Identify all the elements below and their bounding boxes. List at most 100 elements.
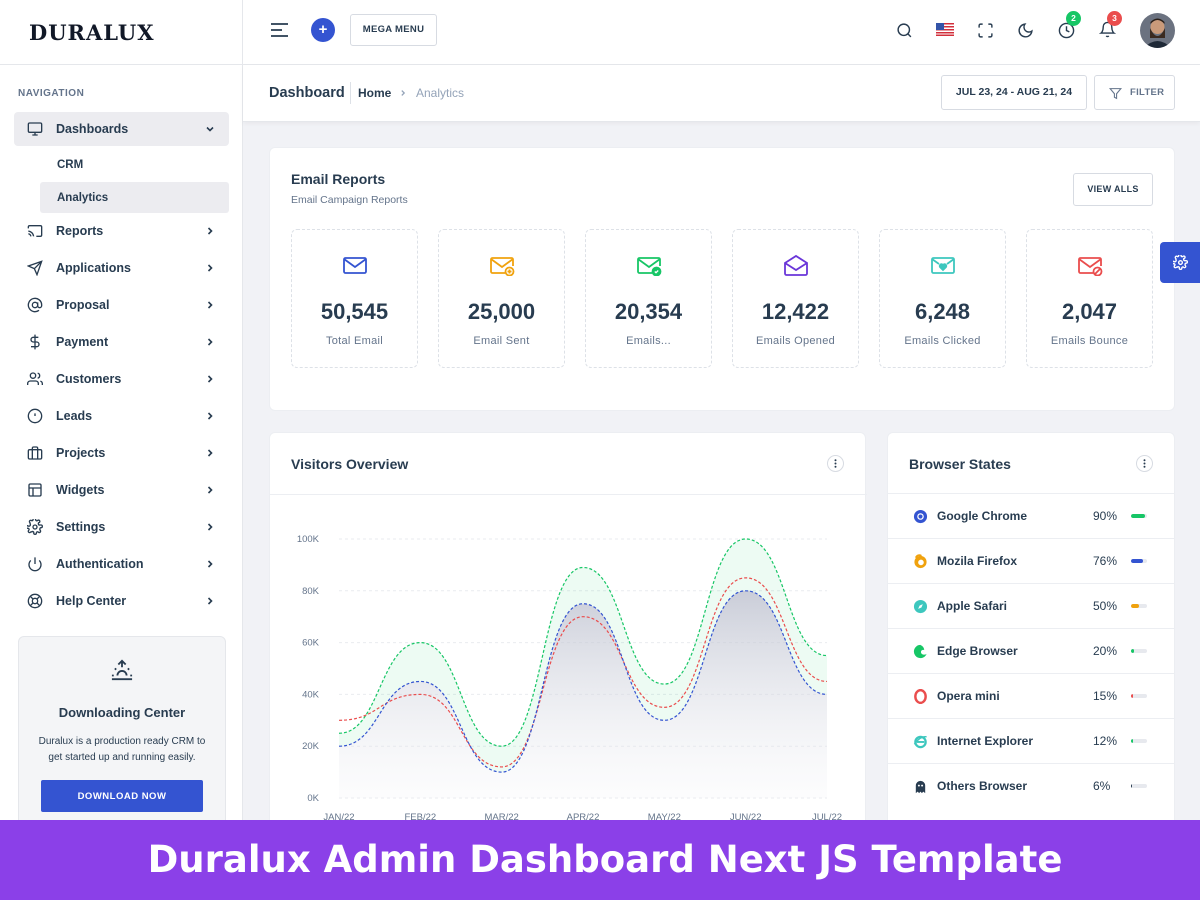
browser-more-button[interactable] (1136, 455, 1153, 472)
view-all-button[interactable]: VIEW ALLS (1073, 173, 1153, 206)
chart-y-tick: 0K (307, 793, 319, 804)
sidebar-item-label: Leads (56, 409, 92, 423)
sidebar-item-widgets[interactable]: Widgets (14, 473, 229, 507)
chevron-right-icon (205, 337, 215, 347)
browser-name: Edge Browser (937, 644, 1018, 658)
sidebar-item-help-center[interactable]: Help Center (14, 584, 229, 618)
chevron-right-icon (205, 485, 215, 495)
menu-toggle-icon[interactable] (270, 22, 289, 38)
chevron-right-icon (205, 522, 215, 532)
title-divider (350, 82, 351, 104)
visitors-overview-title: Visitors Overview (291, 456, 408, 472)
sidebar-item-customers[interactable]: Customers (14, 362, 229, 396)
theme-customizer-toggle[interactable] (1160, 242, 1200, 283)
sidebar-item-label: Proposal (56, 298, 110, 312)
sidebar-item-authentication[interactable]: Authentication (14, 547, 229, 581)
promo-banner-title: Duralux Admin Dashboard Next JS Template (0, 820, 1200, 900)
safari-icon (913, 599, 928, 614)
breadcrumb-home[interactable]: Home (358, 86, 391, 100)
browser-row-opera: Opera mini 15% (887, 673, 1175, 718)
sidebar-item-leads[interactable]: Leads (14, 399, 229, 433)
mega-menu-button[interactable]: MEGA MENU (350, 14, 437, 46)
chart-x-tick: APR/22 (567, 812, 600, 820)
stat-value: 2,047 (1027, 299, 1152, 325)
filter-button[interactable]: FILTER (1094, 75, 1175, 110)
chart-y-tick: 60K (302, 638, 320, 649)
chart-y-tick: 100K (297, 534, 320, 545)
visitors-more-button[interactable] (827, 455, 844, 472)
sunrise-icon (111, 659, 133, 681)
search-icon[interactable] (896, 22, 913, 39)
sidebar-item-payment[interactable]: Payment (14, 325, 229, 359)
chart-area-fill (339, 591, 827, 798)
fullscreen-icon[interactable] (977, 22, 994, 39)
browser-row-ie: Internet Explorer 12% (887, 718, 1175, 763)
edge-icon (913, 644, 928, 659)
chart-x-tick: JUL/22 (812, 812, 842, 820)
more-vertical-icon (1143, 459, 1146, 468)
page-title: Dashboard (269, 85, 345, 101)
users-icon (27, 371, 43, 387)
date-range-picker[interactable]: JUL 23, 24 - AUG 21, 24 (941, 75, 1087, 110)
breadcrumb-current: Analytics (416, 86, 464, 100)
browser-row-firefox: Mozila Firefox 76% (887, 538, 1175, 583)
card-divider (270, 494, 867, 495)
sidebar-subitem-analytics[interactable]: Analytics (40, 182, 229, 213)
at-sign-icon (27, 297, 43, 313)
avatar[interactable] (1140, 13, 1175, 48)
filter-icon (1109, 87, 1122, 100)
sidebar-item-label: Widgets (56, 483, 105, 497)
monitor-icon (27, 121, 43, 137)
send-icon (27, 260, 43, 276)
visitors-chart: 0K 20K 40K 60K 80K 100K JAN/22 FEB/22 MAR/22 APR/… (269, 520, 866, 820)
browser-name: Mozila Firefox (937, 554, 1017, 568)
browser-percent: 15% (1093, 689, 1117, 703)
mail-plus-icon (489, 254, 515, 276)
sidebar: DURALUX NAVIGATION Dashboards CRM Analyt… (0, 0, 243, 900)
sidebar-item-settings[interactable]: Settings (14, 510, 229, 544)
stat-value: 12,422 (733, 299, 858, 325)
dollar-icon (27, 334, 43, 350)
chevron-right-icon (205, 263, 215, 273)
add-new-button[interactable]: + (311, 18, 335, 42)
download-now-button[interactable]: DOWNLOAD NOW (41, 780, 203, 812)
brand-logo[interactable]: DURALUX (0, 0, 242, 65)
stat-label: Emails Bounce (1027, 335, 1152, 347)
browser-name: Apple Safari (937, 599, 1007, 613)
sidebar-item-applications[interactable]: Applications (14, 251, 229, 285)
stat-label: Emails Opened (733, 335, 858, 347)
sidebar-subitem-crm[interactable]: CRM (40, 149, 229, 180)
page-header: Dashboard Home Analytics JUL 23, 24 - AU… (243, 65, 1200, 122)
chevron-right-icon (205, 374, 215, 384)
stat-label: Total Email (292, 335, 417, 347)
stat-value: 25,000 (439, 299, 564, 325)
chart-x-tick: MAY/22 (648, 812, 681, 820)
browser-percent: 20% (1093, 644, 1117, 658)
moon-icon[interactable] (1017, 22, 1034, 39)
browser-percent: 76% (1093, 554, 1117, 568)
us-flag-icon[interactable] (936, 23, 954, 36)
browser-name: Google Chrome (937, 509, 1027, 523)
sidebar-item-label: Projects (56, 446, 105, 460)
stat-card-emails-opened: 12,422 Emails Opened (732, 229, 859, 368)
sidebar-item-reports[interactable]: Reports (14, 214, 229, 248)
stat-value: 50,545 (292, 299, 417, 325)
chevron-right-icon (205, 300, 215, 310)
ie-icon (913, 734, 928, 749)
stat-label: Emails... (586, 335, 711, 347)
browser-row-edge: Edge Browser 20% (887, 628, 1175, 673)
sidebar-item-proposal[interactable]: Proposal (14, 288, 229, 322)
breadcrumb-chevron-icon (399, 89, 407, 97)
topbar: + MEGA MENU 2 3 (243, 0, 1200, 65)
browser-progress (1131, 559, 1147, 563)
alert-circle-icon (27, 408, 43, 424)
browser-progress-fill (1131, 739, 1133, 743)
email-reports-subtitle: Email Campaign Reports (291, 194, 408, 206)
sidebar-item-dashboards[interactable]: Dashboards (14, 112, 229, 146)
layout-icon (27, 482, 43, 498)
sidebar-item-label: Payment (56, 335, 108, 349)
browser-name: Internet Explorer (937, 734, 1033, 748)
browser-progress-fill (1131, 559, 1143, 563)
sidebar-item-projects[interactable]: Projects (14, 436, 229, 470)
chevron-down-icon (205, 124, 215, 134)
